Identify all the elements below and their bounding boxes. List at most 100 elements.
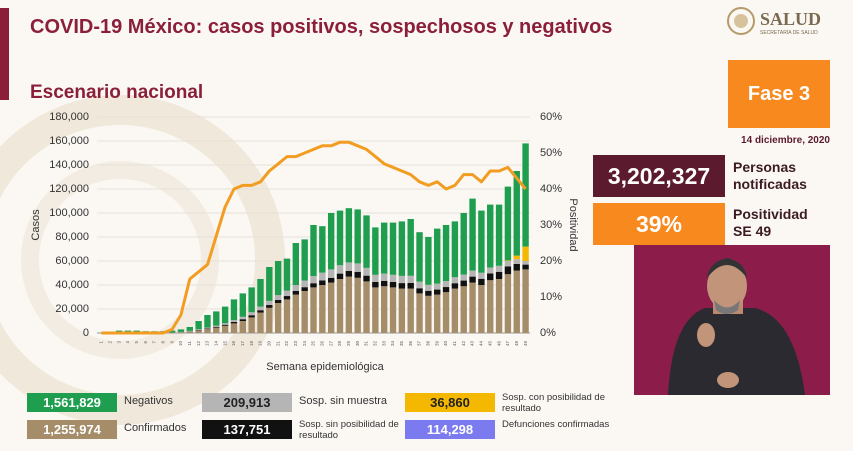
- bar-segment: [513, 270, 520, 333]
- y-axis-label: Casos: [30, 209, 42, 241]
- bar-segment: [327, 269, 335, 278]
- y-tick-label: 140,000: [49, 159, 89, 171]
- bar-segment: [495, 279, 503, 333]
- bar-segment: [442, 225, 450, 282]
- x-tick-label: 1: [99, 341, 104, 344]
- bar-segment: [230, 299, 238, 321]
- x-tick-label: 37: [417, 341, 422, 347]
- bar-segment: [495, 271, 503, 279]
- bar-segment: [416, 281, 423, 289]
- x-tick-label: 25: [311, 341, 316, 347]
- bar-segment: [213, 325, 220, 327]
- bar-segment: [478, 272, 485, 279]
- x-tick-label: 14: [213, 341, 218, 347]
- y-tick-label: 100,000: [49, 207, 89, 219]
- x-tick-label: 15: [222, 341, 227, 347]
- bar-segment: [434, 294, 441, 333]
- legend-total: 36,860: [405, 393, 495, 412]
- bar-segment: [327, 213, 335, 270]
- bar-segment: [186, 331, 193, 333]
- x-tick-label: 31: [364, 341, 369, 347]
- bar-segment: [460, 213, 467, 275]
- y-tick-label: 20,000: [55, 303, 89, 315]
- x-tick-label: 13: [205, 341, 210, 347]
- chart-title: Escenario nacional: [30, 82, 204, 103]
- bar-segment: [354, 277, 361, 333]
- bar-segment: [398, 288, 406, 333]
- legend-label: Confirmados: [124, 422, 187, 434]
- bar-segment: [380, 286, 388, 333]
- bar-segment: [345, 208, 353, 263]
- bar-segment: [292, 243, 300, 285]
- bar-segment: [186, 327, 193, 331]
- x-tick-label: 27: [328, 341, 333, 347]
- bar-segment: [478, 278, 485, 285]
- x-tick-label: 5: [134, 341, 139, 344]
- bar-segment: [469, 198, 476, 271]
- x-tick-label: 4: [125, 341, 130, 344]
- y2-tick-label: 60%: [540, 111, 562, 123]
- bar-segment: [221, 306, 229, 324]
- bar-segment: [248, 287, 255, 313]
- x-tick-label: 36: [408, 341, 413, 347]
- x-tick-label: 20: [267, 341, 272, 347]
- x-tick-label: 41: [452, 341, 457, 347]
- bar-segment: [310, 283, 317, 288]
- bar-segment: [283, 258, 291, 291]
- notified-value: 3,202,327: [593, 155, 725, 197]
- x-tick-label: 30: [355, 341, 360, 347]
- bar-segment: [522, 269, 529, 333]
- bar-segment: [487, 204, 494, 268]
- bar-segment: [336, 279, 344, 333]
- x-tick-label: 17: [240, 341, 245, 347]
- bar-segment: [319, 285, 326, 333]
- bar-segment: [310, 225, 317, 276]
- bar-segment: [407, 282, 414, 289]
- bar-segment: [274, 261, 282, 296]
- legend-label: Sosp. con posibilidad de resultado: [502, 392, 605, 414]
- bar-segment: [204, 315, 211, 328]
- bar-segment: [469, 270, 476, 277]
- x-tick-label: 12: [196, 341, 201, 347]
- bar-segment: [487, 267, 494, 274]
- bar-segment: [522, 261, 529, 265]
- bar-segment: [345, 262, 353, 271]
- bar-segment: [407, 288, 414, 333]
- bar-segment: [239, 316, 247, 320]
- x-tick-label: 22: [284, 341, 289, 347]
- legend-total: 137,751: [202, 420, 292, 439]
- x-tick-label: 10: [178, 341, 183, 347]
- bar-segment: [213, 311, 220, 326]
- x-tick-label: 35: [399, 341, 404, 347]
- y-tick-label: 160,000: [49, 135, 89, 147]
- x-tick-label: 21: [275, 341, 280, 347]
- bar-segment: [336, 210, 344, 266]
- bar-segment: [451, 288, 459, 333]
- x-tick-label: 26: [320, 341, 325, 347]
- bar-segment: [336, 265, 344, 274]
- bar-segment: [407, 219, 414, 276]
- bar-segment: [354, 263, 361, 272]
- y2-tick-label: 50%: [540, 147, 562, 159]
- x-tick-label: 9: [169, 341, 174, 344]
- x-tick-label: 34: [390, 341, 395, 347]
- bar-segment: [230, 320, 238, 322]
- bar-segment: [460, 280, 467, 287]
- logo: SALUD: [760, 9, 822, 29]
- legend-total: 209,913: [202, 393, 292, 412]
- bar-segment: [195, 330, 202, 333]
- bar-segment: [319, 226, 326, 273]
- bar-segment: [204, 327, 211, 329]
- bar-segment: [442, 281, 450, 288]
- legend-label: Sosp. sin posibilidad de resultado: [299, 419, 399, 441]
- notified-label: Personas notificadas: [733, 159, 807, 192]
- bar-segment: [310, 276, 317, 284]
- x-tick-label: 48: [514, 341, 519, 347]
- bar-segment: [336, 273, 344, 279]
- x-tick-label: 7: [152, 341, 157, 344]
- x-tick-label: 28: [337, 341, 342, 347]
- x-tick-label: 6: [143, 341, 148, 344]
- bar-segment: [504, 260, 512, 261]
- bar-segment: [195, 321, 202, 330]
